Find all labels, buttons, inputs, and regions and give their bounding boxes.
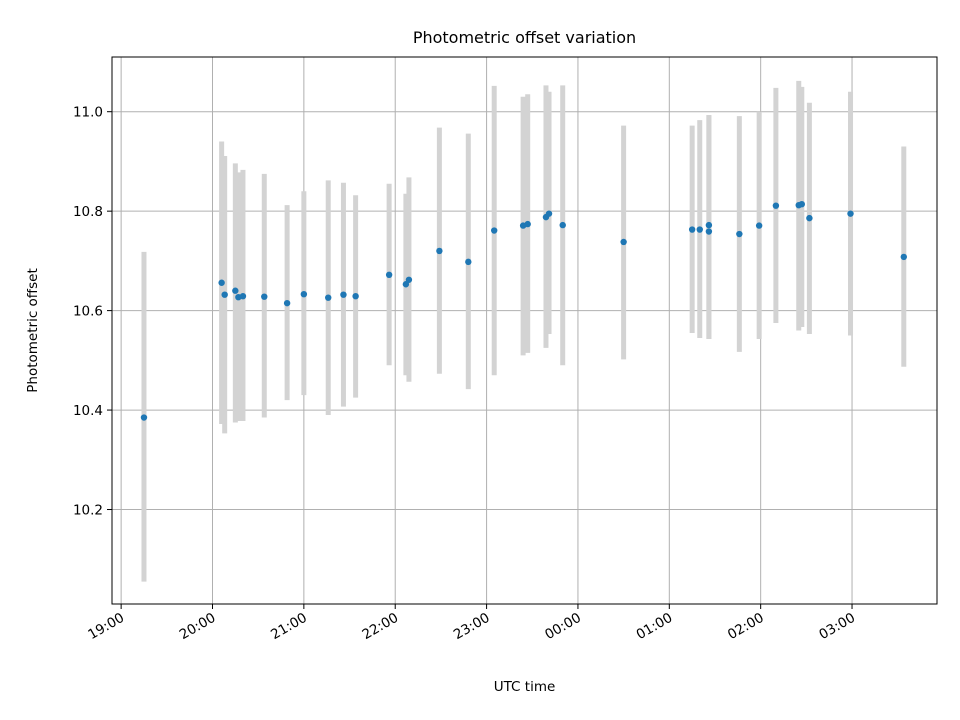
y-axis-label: Photometric offset xyxy=(25,268,41,392)
data-point xyxy=(436,247,443,255)
chart-title: Photometric offset variation xyxy=(413,28,636,47)
y-axis-ticks: 10.2 10.4 10.6 10.8 11.0 xyxy=(73,105,112,519)
data-point xyxy=(705,221,713,229)
data-point xyxy=(405,276,413,283)
data-point xyxy=(545,210,553,217)
data-point xyxy=(218,279,225,286)
data-point xyxy=(620,238,627,246)
y-tick-label: 10.8 xyxy=(73,204,103,220)
data-point xyxy=(736,230,743,238)
y-tick-label: 11.0 xyxy=(73,105,103,121)
data-point xyxy=(696,226,703,233)
x-axis-label: UTC time xyxy=(494,679,556,695)
data-point xyxy=(465,258,472,266)
data-point xyxy=(847,210,854,217)
y-tick-label: 10.4 xyxy=(73,403,103,419)
y-tick-label: 10.6 xyxy=(73,304,103,320)
data-point xyxy=(402,281,410,288)
data-points xyxy=(140,200,908,421)
data-point xyxy=(772,202,780,209)
data-point xyxy=(490,227,498,234)
data-point xyxy=(221,291,228,298)
data-point xyxy=(688,226,696,233)
data-point xyxy=(140,414,148,421)
data-point xyxy=(705,228,713,235)
data-point xyxy=(340,291,347,298)
data-point xyxy=(798,200,805,208)
data-point xyxy=(524,220,531,228)
data-point xyxy=(261,293,268,300)
plot-frame xyxy=(111,56,938,605)
data-point xyxy=(232,287,239,294)
data-point xyxy=(900,253,908,261)
data-point xyxy=(300,290,308,298)
data-point xyxy=(755,222,763,229)
data-point xyxy=(806,214,813,222)
data-point xyxy=(559,221,566,229)
data-point xyxy=(352,292,359,300)
data-point xyxy=(283,299,291,307)
data-point xyxy=(239,292,247,300)
data-point xyxy=(385,271,393,279)
data-point xyxy=(325,294,332,301)
y-tick-label: 10.2 xyxy=(73,503,103,519)
